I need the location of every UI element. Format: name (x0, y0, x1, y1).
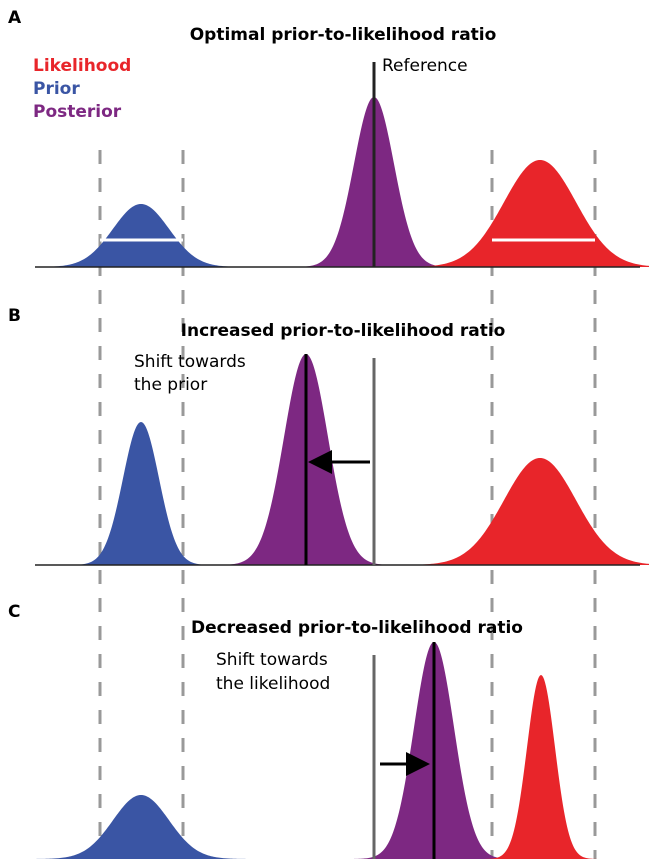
annotation: the prior (134, 375, 207, 395)
distribution (29, 204, 253, 267)
shapes (29, 62, 649, 859)
legend-posterior: Posterior (33, 102, 122, 122)
distribution (396, 160, 649, 267)
distribution (396, 458, 649, 565)
annotation: Shift towards (134, 352, 246, 372)
panel-label: C (8, 602, 20, 622)
legend-likelihood: Likelihood (33, 56, 131, 76)
panel-title: Increased prior-to-likelihood ratio (181, 321, 506, 341)
distribution (69, 422, 213, 565)
panel-label: A (8, 8, 22, 28)
panel-title: Optimal prior-to-likelihood ratio (190, 25, 497, 45)
panel-title: Decreased prior-to-likelihood ratio (191, 618, 523, 638)
annotation: Shift towards (216, 650, 328, 670)
legend-prior: Prior (33, 79, 80, 99)
distribution (29, 795, 253, 859)
distribution (485, 675, 597, 859)
annotation: the likelihood (216, 674, 330, 694)
reference-label: Reference (382, 56, 468, 76)
panel-label: B (8, 306, 21, 326)
